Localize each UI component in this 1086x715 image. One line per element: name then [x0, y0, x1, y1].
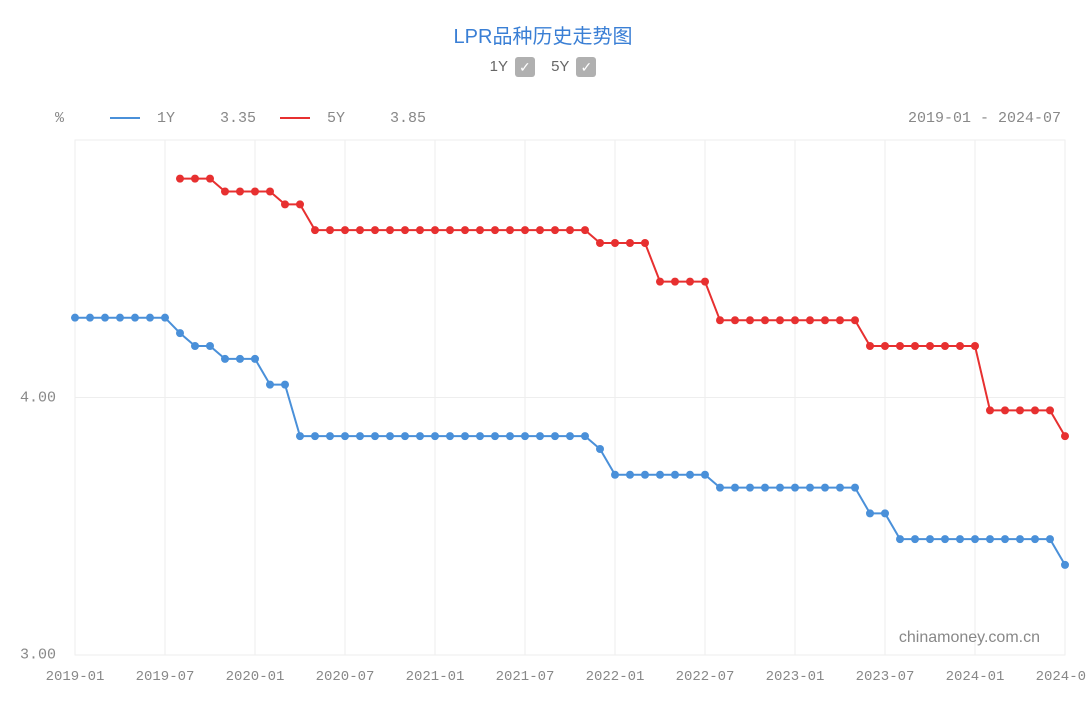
legend-swatch-1y [110, 117, 140, 119]
checkbox-icon: ✓ [515, 57, 535, 77]
x-tick-label: 2019-01 [46, 669, 105, 685]
legend-series-1y: 1Y 3.35 [110, 110, 256, 127]
x-tick-label: 2024-07 [1036, 669, 1086, 685]
legend-swatch-5y [280, 117, 310, 119]
date-range-label: 2019-01 - 2024-07 [908, 110, 1061, 127]
legend-toggles: 1Y ✓ 5Y ✓ [0, 49, 1086, 77]
x-tick-label: 2023-07 [856, 669, 915, 685]
data-svg [75, 140, 1065, 655]
plot-area: chinamoney.com.cn 2019-012019-072020-012… [75, 140, 1065, 655]
y-axis-unit: % [55, 110, 64, 127]
x-tick-label: 2020-07 [316, 669, 375, 685]
legend-value-5y: 3.85 [390, 110, 426, 127]
x-tick-label: 2021-07 [496, 669, 555, 685]
x-tick-label: 2022-07 [676, 669, 735, 685]
watermark: chinamoney.com.cn [899, 629, 1040, 647]
x-tick-label: 2020-01 [226, 669, 285, 685]
toggle-1y-label: 1Y [490, 58, 508, 75]
legend-label-5y: 5Y [327, 110, 345, 127]
x-tick-label: 2023-01 [766, 669, 825, 685]
y-tick-label: 3.00 [20, 647, 70, 664]
checkbox-icon: ✓ [576, 57, 596, 77]
toggle-5y-label: 5Y [551, 58, 569, 75]
y-tick-label: 4.00 [20, 389, 70, 406]
x-tick-label: 2022-01 [586, 669, 645, 685]
legend-label-1y: 1Y [157, 110, 175, 127]
chart-title: LPR品种历史走势图 [0, 0, 1086, 49]
toggle-5y[interactable]: 5Y ✓ [551, 57, 596, 77]
toggle-1y[interactable]: 1Y ✓ [490, 57, 535, 77]
legend-value-1y: 3.35 [220, 110, 256, 127]
lpr-history-chart: LPR品种历史走势图 1Y ✓ 5Y ✓ % 1Y 3.35 5Y 3.85 2… [0, 0, 1086, 715]
legend-series-5y: 5Y 3.85 [280, 110, 426, 127]
x-tick-label: 2024-01 [946, 669, 1005, 685]
x-tick-label: 2019-07 [136, 669, 195, 685]
x-tick-label: 2021-01 [406, 669, 465, 685]
